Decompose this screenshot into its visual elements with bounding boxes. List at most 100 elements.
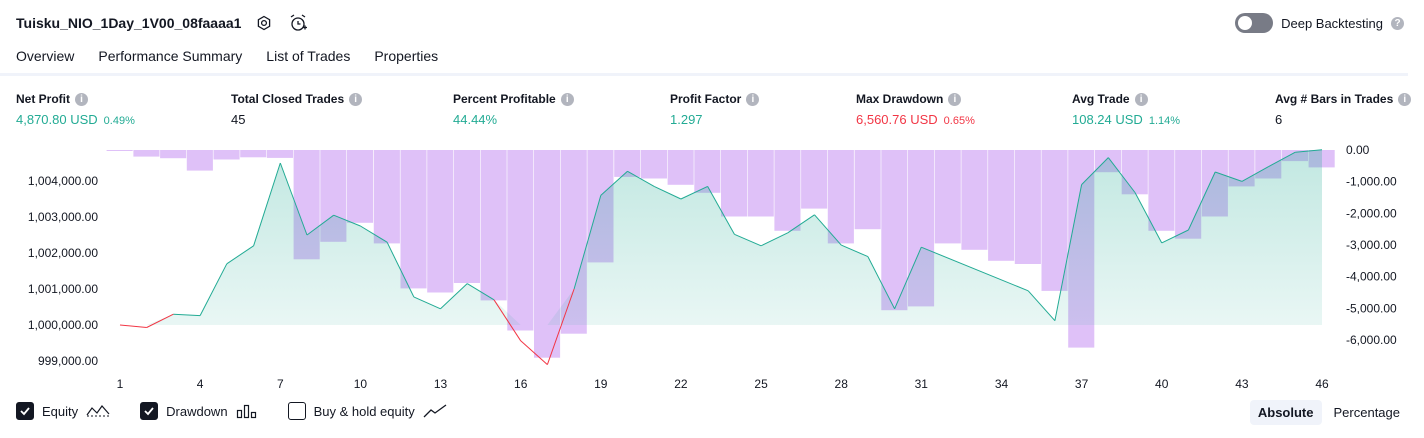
equity-line-segment xyxy=(1027,290,1056,322)
stat-value: 6,560.76 USD xyxy=(856,112,938,127)
right-axis-tick: -1,000.00 xyxy=(1346,175,1397,189)
equity-line-segment xyxy=(814,214,842,246)
x-axis-tick: 4 xyxy=(197,377,204,391)
legend-item-buy-hold[interactable]: Buy & hold equity xyxy=(287,402,447,420)
legend-label: Drawdown xyxy=(166,403,228,419)
drawdown-bar xyxy=(1014,150,1041,264)
info-icon[interactable]: i xyxy=(948,92,962,106)
drawdown-bar xyxy=(667,150,694,185)
drawdown-bar xyxy=(240,150,267,158)
x-axis-tick: 22 xyxy=(674,377,688,391)
stat-label: Avg # Bars in Trades xyxy=(1275,92,1394,106)
drawdown-bar xyxy=(453,150,480,283)
info-icon[interactable]: i xyxy=(349,92,363,106)
drawdown-bar xyxy=(534,150,561,358)
left-axis-tick: 1,003,000.00 xyxy=(28,210,98,224)
legend-item-equity[interactable]: Equity xyxy=(16,402,110,420)
equity-line-segment xyxy=(413,296,441,310)
drawdown-bar xyxy=(801,150,828,209)
stat-value: 4,870.80 USD xyxy=(16,112,98,127)
drawdown-bar xyxy=(347,150,374,223)
equity-line-segment xyxy=(734,233,762,247)
info-icon[interactable]: i xyxy=(75,92,88,106)
info-icon[interactable]: i xyxy=(560,92,574,106)
stat-value: 45 xyxy=(231,112,246,127)
tab-overview[interactable]: Overview xyxy=(16,48,75,76)
alarm-clock-plus-icon[interactable] xyxy=(287,12,309,34)
deep-backtesting-toggle[interactable] xyxy=(1235,13,1274,33)
stat-label: Profit Factor xyxy=(670,92,742,106)
info-icon[interactable]: i xyxy=(1134,92,1148,106)
x-axis-tick: 1 xyxy=(117,377,124,391)
legend-label: Equity xyxy=(42,403,79,419)
equity-line-segment xyxy=(1268,151,1296,168)
tab-performance-summary[interactable]: Performance Summary xyxy=(98,48,243,64)
drawdown-bar xyxy=(186,150,213,171)
stat-total-closed-trades: Total Closed Trades i 45 xyxy=(231,92,363,127)
help-icon[interactable]: ? xyxy=(1391,16,1404,30)
equity-line-segment xyxy=(787,214,815,234)
drawdown-bar xyxy=(774,150,801,231)
left-axis-tick: 1,004,000.00 xyxy=(28,174,98,188)
equity-line-segment xyxy=(173,313,201,317)
drawdown-bar xyxy=(507,150,534,331)
stat-net-profit: Net Profit i 4,870.80 USD 0.49% xyxy=(16,92,135,127)
x-axis-tick: 28 xyxy=(835,377,849,391)
x-axis-tick: 19 xyxy=(594,377,608,391)
info-icon[interactable]: i xyxy=(1398,92,1412,106)
stat-label: Total Closed Trades xyxy=(231,92,345,106)
equity-drawdown-chart[interactable]: 1,004,000.00 1,003,000.00 1,002,000.00 1,00… xyxy=(0,138,1424,394)
drawdown-bar xyxy=(133,150,160,157)
gear-icon[interactable] xyxy=(253,12,275,34)
right-axis-tick: -4,000.00 xyxy=(1346,270,1397,284)
equity-line-segment xyxy=(546,288,575,365)
drawdown-bar xyxy=(854,150,881,230)
left-axis-tick: 1,002,000.00 xyxy=(28,246,98,260)
equity-line-segment xyxy=(466,283,495,301)
equity-line-segment xyxy=(894,247,922,309)
x-axis-tick: 40 xyxy=(1155,377,1169,391)
equity-line-segment xyxy=(1241,166,1269,182)
drawdown-bar xyxy=(480,150,507,301)
left-axis-tick: 1,000,000.00 xyxy=(28,318,98,332)
x-axis-tick: 34 xyxy=(995,377,1009,391)
percentage-button[interactable]: Percentage xyxy=(1333,405,1401,420)
equity-line-segment xyxy=(1295,149,1323,153)
stat-label: Net Profit xyxy=(16,92,70,106)
drawdown-checkbox[interactable] xyxy=(140,402,159,420)
drawdown-bar xyxy=(106,150,133,151)
report-tabs: Overview Performance Summary List of Tra… xyxy=(16,48,439,76)
stat-avg-bars-in-trades: Avg # Bars in Trades i 6 xyxy=(1275,92,1412,127)
equity-line-segment xyxy=(1054,184,1083,321)
legend-item-drawdown[interactable]: Drawdown xyxy=(140,402,257,420)
equity-line-segment xyxy=(921,246,1029,292)
equity-line-segment xyxy=(573,195,602,290)
equity-line-segment xyxy=(279,162,308,236)
chart-canvas[interactable]: 1,004,000.00 1,003,000.00 1,002,000.00 1,00… xyxy=(0,138,1424,394)
tabs-divider xyxy=(0,73,1408,76)
tab-properties[interactable]: Properties xyxy=(374,48,439,64)
drawdown-bar xyxy=(373,150,400,244)
stat-percent: 0.65% xyxy=(943,115,975,127)
x-axis-tick: 13 xyxy=(434,377,448,391)
drawdown-bar xyxy=(827,150,854,244)
left-axis-tick: 1,001,000.00 xyxy=(28,282,98,296)
stat-label: Max Drawdown xyxy=(856,92,944,106)
drawdown-bar xyxy=(988,150,1015,261)
info-icon[interactable]: i xyxy=(746,92,760,106)
right-axis-tick: -5,000.00 xyxy=(1346,301,1397,315)
equity-line-icon xyxy=(86,403,110,419)
buy-hold-checkbox[interactable] xyxy=(287,402,306,420)
stat-percent: 1.14% xyxy=(1148,115,1181,127)
drawdown-bar xyxy=(160,150,187,159)
equity-line-segment xyxy=(1081,157,1109,185)
equity-line-segment xyxy=(760,232,789,247)
strategy-title[interactable]: Tuisku_NIO_1Day_1V00_08faaaa1 xyxy=(16,15,242,31)
tab-list-of-trades[interactable]: List of Trades xyxy=(266,48,351,64)
stat-label: Percent Profitable xyxy=(453,92,556,106)
equity-checkbox[interactable] xyxy=(16,402,34,420)
absolute-button[interactable]: Absolute xyxy=(1249,400,1322,425)
drawdown-bar xyxy=(640,150,667,179)
left-axis-tick: 999,000.00 xyxy=(38,354,98,368)
stat-percent-profitable: Percent Profitable i 44.44% xyxy=(453,92,574,127)
